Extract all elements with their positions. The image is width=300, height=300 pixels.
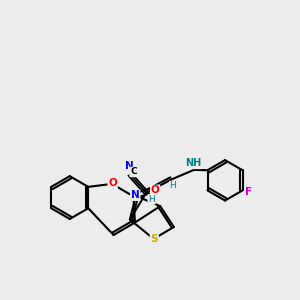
Text: S: S bbox=[151, 235, 158, 244]
Text: H: H bbox=[148, 195, 155, 204]
Text: N: N bbox=[125, 161, 134, 171]
Text: H: H bbox=[169, 182, 176, 190]
Text: C: C bbox=[130, 167, 137, 176]
Text: NH: NH bbox=[185, 158, 201, 168]
Text: N: N bbox=[131, 190, 140, 200]
Text: O: O bbox=[108, 178, 117, 188]
Text: F: F bbox=[245, 187, 253, 197]
Text: O: O bbox=[151, 185, 160, 195]
